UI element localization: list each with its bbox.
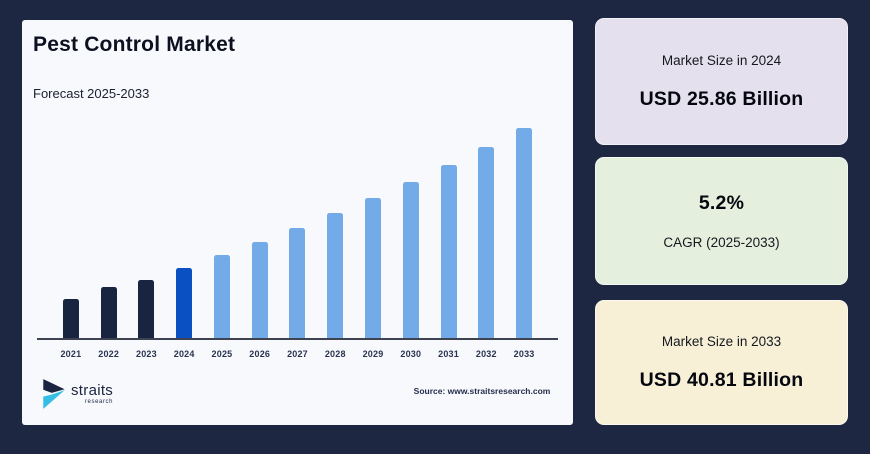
x-axis-label-2023: 2023 bbox=[136, 349, 157, 359]
bar-2023 bbox=[138, 279, 155, 338]
straits-logo: straits research bbox=[42, 378, 113, 410]
bar-group-2027: 2027 bbox=[279, 120, 317, 360]
bar-2033 bbox=[516, 127, 533, 338]
bar-2026 bbox=[251, 242, 268, 338]
stat-card-market-size-2033: Market Size in 2033 USD 40.81 Billion bbox=[595, 300, 848, 425]
x-axis-line bbox=[37, 338, 558, 340]
x-axis-label-2028: 2028 bbox=[324, 349, 346, 359]
bar-group-2032: 2032 bbox=[467, 120, 505, 360]
bar-2032 bbox=[478, 146, 495, 338]
x-axis-label-2032: 2032 bbox=[475, 349, 497, 359]
bar-2031 bbox=[440, 164, 457, 338]
x-axis-label-2033: 2033 bbox=[513, 349, 535, 359]
x-axis-label-2025: 2025 bbox=[211, 349, 233, 359]
chart-title: Pest Control Market bbox=[33, 33, 236, 56]
bar-2022 bbox=[100, 287, 117, 338]
bar-2029 bbox=[365, 198, 381, 338]
chart-card: Pest Control Market Forecast 2025-2033 2… bbox=[22, 20, 573, 425]
stat-value: USD 40.81 Billion bbox=[639, 368, 804, 391]
x-axis-label-2024: 2024 bbox=[173, 349, 195, 359]
bar-2021 bbox=[62, 298, 79, 338]
bar-group-2026: 2026 bbox=[241, 120, 279, 360]
x-axis-label-2026: 2026 bbox=[249, 349, 271, 359]
stat-value: USD 25.86 Billion bbox=[639, 87, 804, 110]
logo-name: straits bbox=[71, 382, 114, 399]
x-axis-label-2021: 2021 bbox=[60, 349, 82, 359]
bar-2030 bbox=[402, 181, 419, 338]
bar-group-2030: 2030 bbox=[392, 120, 430, 360]
bar-group-2029: 2029 bbox=[354, 120, 392, 360]
bar-2024 bbox=[176, 268, 193, 338]
stat-value: 5.2% bbox=[698, 192, 745, 214]
x-axis-label-2031: 2031 bbox=[438, 349, 459, 359]
stat-card-cagr: 5.2% CAGR (2025-2033) bbox=[595, 157, 848, 285]
bar-2027 bbox=[289, 228, 306, 338]
logo-subtext: research bbox=[84, 399, 114, 405]
bar-group-2033: 2033 bbox=[505, 120, 543, 360]
bar-group-2021: 2021 bbox=[52, 120, 90, 360]
x-axis-label-2022: 2022 bbox=[98, 349, 120, 359]
stat-label: CAGR (2025-2033) bbox=[663, 235, 780, 250]
bar-group-2022: 2022 bbox=[90, 120, 128, 360]
source-text: Source: www.straitsresearch.com bbox=[413, 386, 551, 396]
bar-group-2024: 2024 bbox=[165, 120, 203, 360]
stat-label: Market Size in 2033 bbox=[661, 333, 782, 349]
straits-logo-text: straits research bbox=[71, 383, 113, 405]
bar-group-2023: 2023 bbox=[128, 120, 166, 360]
stat-card-market-size-2024: Market Size in 2024 USD 25.86 Billion bbox=[595, 18, 848, 145]
bars-row: 2021 2022 2023 2024 2025 2026 2027 2028 2029 2030… bbox=[37, 120, 558, 360]
chart-subtitle: Forecast 2025-2033 bbox=[33, 86, 150, 101]
bar-group-2031: 2031 bbox=[430, 120, 468, 360]
straits-logo-icon bbox=[43, 379, 65, 409]
x-axis-label-2027: 2027 bbox=[287, 349, 308, 359]
stat-label: Market Size in 2024 bbox=[661, 52, 782, 68]
bar-2025 bbox=[213, 255, 230, 338]
bar-group-2028: 2028 bbox=[316, 120, 354, 360]
x-axis-label-2030: 2030 bbox=[400, 349, 422, 359]
bar-2028 bbox=[327, 213, 344, 338]
x-axis-label-2029: 2029 bbox=[362, 349, 384, 359]
bar-chart: 2021 2022 2023 2024 2025 2026 2027 2028 2029 2030… bbox=[37, 120, 558, 360]
bar-group-2025: 2025 bbox=[203, 120, 241, 360]
